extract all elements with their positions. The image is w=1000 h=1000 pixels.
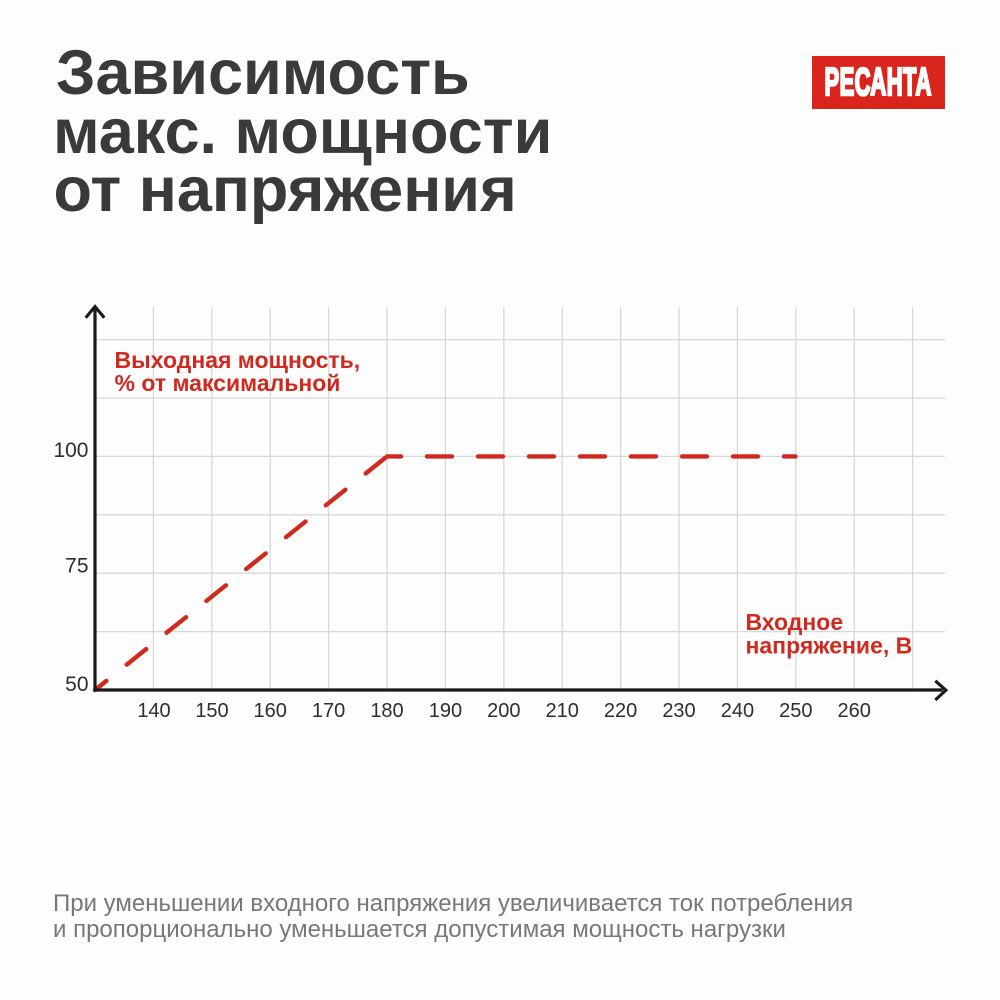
- svg-text:220: 220: [604, 700, 637, 722]
- svg-text:190: 190: [429, 700, 462, 722]
- svg-text:150: 150: [195, 700, 228, 722]
- svg-text:250: 250: [779, 700, 812, 722]
- svg-text:напряжение, В: напряжение, В: [746, 633, 913, 659]
- svg-text:Входное: Входное: [746, 609, 844, 635]
- svg-text:210: 210: [546, 700, 579, 722]
- svg-text:Выходная мощность,: Выходная мощность,: [115, 347, 361, 373]
- svg-text:200: 200: [487, 700, 520, 722]
- svg-text:50: 50: [65, 673, 88, 696]
- svg-text:260: 260: [838, 700, 871, 722]
- svg-text:75: 75: [65, 555, 88, 578]
- svg-text:100: 100: [53, 439, 88, 462]
- svg-text:240: 240: [721, 700, 754, 722]
- svg-text:160: 160: [254, 700, 287, 722]
- svg-text:% от максимальной: % от максимальной: [115, 370, 341, 396]
- svg-text:230: 230: [662, 700, 695, 722]
- svg-text:140: 140: [137, 700, 170, 722]
- svg-text:180: 180: [370, 700, 403, 722]
- svg-text:170: 170: [312, 700, 345, 722]
